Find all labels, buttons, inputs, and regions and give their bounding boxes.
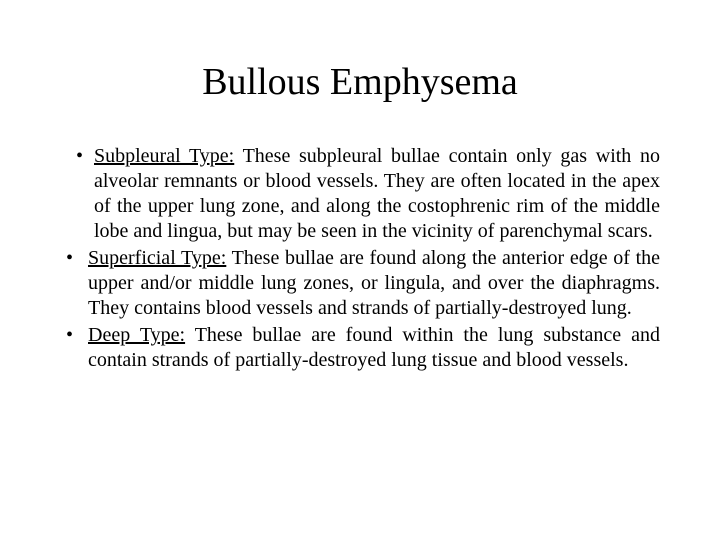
type-label: Subpleural Type: <box>94 145 234 167</box>
type-label: Superficial Type: <box>88 247 226 269</box>
slide: Bullous Emphysema Subpleural Type: These… <box>0 0 720 540</box>
slide-title: Bullous Emphysema <box>60 60 660 104</box>
slide-content: Subpleural Type: These subpleural bullae… <box>60 144 660 373</box>
list-item: Subpleural Type: These subpleural bullae… <box>60 144 660 244</box>
list-item: Superficial Type: These bullae are found… <box>60 246 660 321</box>
bullet-list: Subpleural Type: These subpleural bullae… <box>60 144 660 373</box>
list-item: Deep Type: These bullae are found within… <box>60 323 660 373</box>
type-label: Deep Type: <box>88 324 185 346</box>
